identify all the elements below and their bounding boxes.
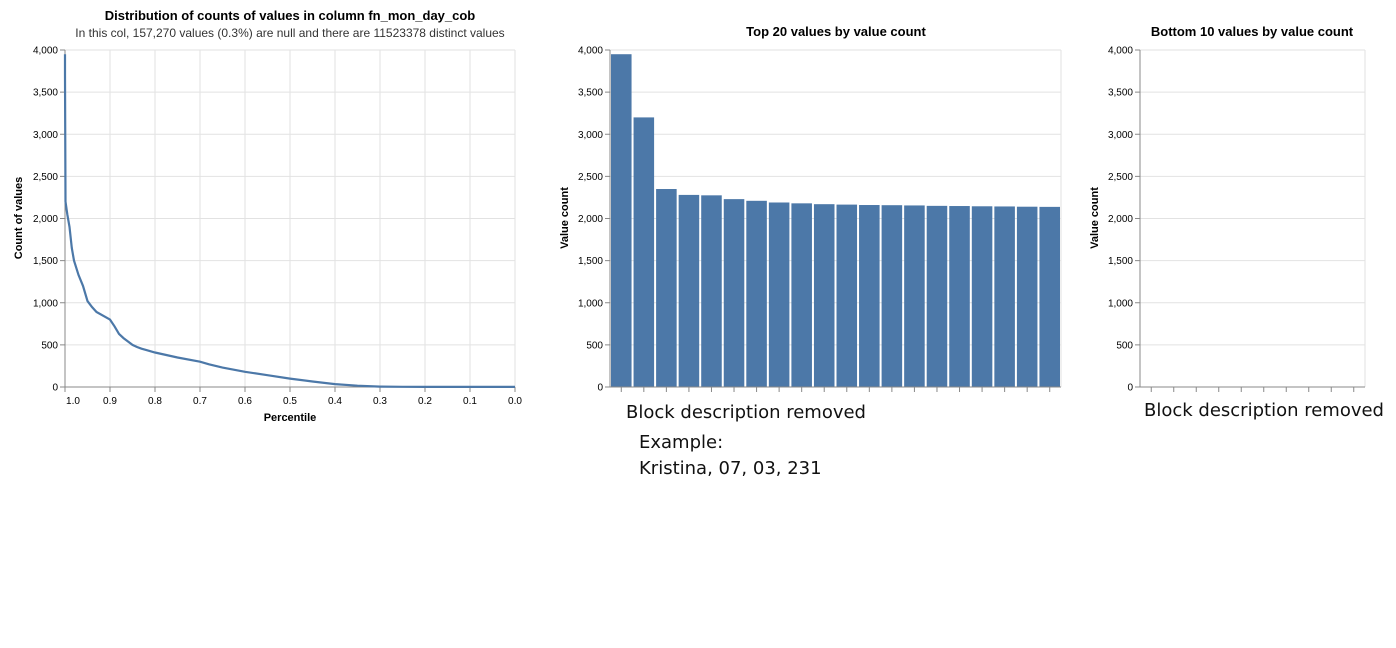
chart3-y-tick-label: 4,000 — [1108, 46, 1133, 57]
chart1-y-tick-label: 3,000 — [33, 130, 58, 141]
chart1-subtitle: In this col, 157,270 values (0.3%) are n… — [75, 26, 504, 40]
chart1-x-tick-label: 0.8 — [148, 396, 162, 407]
chart2-y-tick-label: 3,500 — [578, 88, 603, 99]
chart2-bar — [701, 195, 722, 387]
chart3-y-tick-label: 1,000 — [1108, 298, 1133, 309]
chart3-title: Bottom 10 values by value count — [1151, 24, 1354, 39]
right-block-description: Block description removed — [1144, 400, 1384, 421]
chart2-y-tick-label: 2,500 — [578, 172, 603, 183]
chart1-x-tick-label: 0.9 — [103, 396, 117, 407]
chart2-title: Top 20 values by value count — [746, 24, 926, 39]
chart2-bar — [904, 205, 925, 387]
chart2-bar — [746, 200, 767, 387]
chart3-y-axis-label: Value count — [1089, 187, 1101, 249]
chart2-bar — [611, 54, 632, 388]
chart1-series-line — [63, 54, 515, 388]
chart2-bar — [949, 206, 970, 387]
chart2-gridlines — [610, 49, 1062, 388]
chart3-y-tick-label: 3,500 — [1108, 88, 1133, 99]
chart1-x-tick-label: 1.0 — [66, 396, 80, 407]
chart3-y-ticks: 0 500 1,000 1,500 2,000 2,500 3,000 3,500 4,000 — [1108, 46, 1141, 394]
chart2-bar — [859, 205, 880, 387]
bottom-values-chart: Bottom 10 values by value count 0 500 1,00… — [1089, 24, 1366, 394]
chart2-bar — [994, 206, 1015, 387]
chart3-gridlines — [1140, 49, 1366, 388]
chart1-x-ticks: 1.0 0.9 0.8 0.7 0.6 0.5 0.4 0.3 0.2 0.1 0.0 — [64, 386, 522, 407]
chart2-bars — [611, 54, 1060, 388]
chart2-y-tick-label: 4,000 — [578, 46, 603, 57]
chart2-bar — [926, 205, 948, 387]
chart1-y-tick-label: 500 — [41, 340, 58, 351]
chart1-gridlines — [64, 49, 516, 388]
chart2-bar — [723, 199, 745, 387]
chart2-bar — [768, 202, 790, 387]
chart1-x-tick-label: 0.6 — [238, 396, 252, 407]
chart3-y-tick-label: 2,500 — [1108, 172, 1133, 183]
chart2-y-tick-label: 500 — [586, 340, 603, 351]
chart1-x-tick-label: 0.1 — [463, 396, 477, 407]
top-values-chart: Top 20 values by value count 0 500 1,000 1,… — [559, 24, 1062, 394]
chart2-bar — [678, 194, 700, 387]
chart2-bar — [971, 206, 993, 387]
chart3-y-tick-label: 2,000 — [1108, 214, 1133, 225]
chart2-y-tick-label: 1,000 — [578, 298, 603, 309]
middle-block-description: Block description removed — [626, 402, 866, 423]
chart3-y-tick-label: 500 — [1116, 340, 1133, 351]
chart1-y-tick-label: 1,500 — [33, 256, 58, 267]
chart1-x-tick-label: 0.5 — [283, 396, 297, 407]
chart1-y-tick-label: 2,000 — [33, 214, 58, 225]
chart1-x-axis-label: Percentile — [264, 412, 317, 424]
chart2-y-tick-label: 2,000 — [578, 214, 603, 225]
chart2-y-axis-label: Value count — [559, 187, 571, 249]
chart1-x-tick-label: 0.2 — [418, 396, 432, 407]
chart2-y-tick-label: 3,000 — [578, 130, 603, 141]
chart2-y-tick-label: 1,500 — [578, 256, 603, 267]
chart3-x-ticks — [1140, 386, 1365, 392]
chart1-y-tick-label: 1,000 — [33, 298, 58, 309]
chart2-bar — [633, 117, 655, 388]
chart1-y-tick-label: 4,000 — [33, 46, 58, 57]
chart2-x-ticks — [610, 386, 1061, 392]
chart2-y-ticks: 0 500 1,000 1,500 2,000 2,500 3,000 3,500 4,000 — [578, 46, 611, 394]
chart1-y-axis-label: Count of values — [13, 177, 25, 260]
chart2-bar — [881, 205, 903, 387]
chart3-y-tick-label: 3,000 — [1108, 130, 1133, 141]
chart1-x-tick-label: 0.4 — [328, 396, 342, 407]
chart1-x-tick-label: 0.7 — [193, 396, 207, 407]
chart1-x-tick-label: 0.3 — [373, 396, 387, 407]
chart2-y-tick-label: 0 — [597, 383, 603, 394]
chart1-x-tick-label: 0.0 — [508, 396, 522, 407]
chart2-bar — [656, 189, 677, 387]
example-value: Kristina, 07, 03, 231 — [639, 458, 822, 479]
chart3-y-tick-label: 0 — [1127, 383, 1133, 394]
example-label: Example: — [639, 432, 724, 453]
chart2-bar — [1016, 206, 1038, 387]
chart1-title: Distribution of counts of values in colu… — [105, 8, 476, 23]
chart2-bar — [836, 204, 858, 387]
chart2-bar — [1039, 206, 1060, 387]
chart1-y-tick-label: 2,500 — [33, 172, 58, 183]
chart3-y-tick-label: 1,500 — [1108, 256, 1133, 267]
chart1-y-tick-label: 3,500 — [33, 88, 58, 99]
chart2-bar — [791, 203, 812, 387]
chart1-y-tick-label: 0 — [52, 383, 58, 394]
distribution-chart: Distribution of counts of values in colu… — [13, 8, 522, 424]
chart1-y-ticks: 0 500 1,000 1,500 2,000 2,500 3,000 3,500 4,000 — [33, 46, 66, 394]
chart2-bar — [813, 204, 835, 387]
